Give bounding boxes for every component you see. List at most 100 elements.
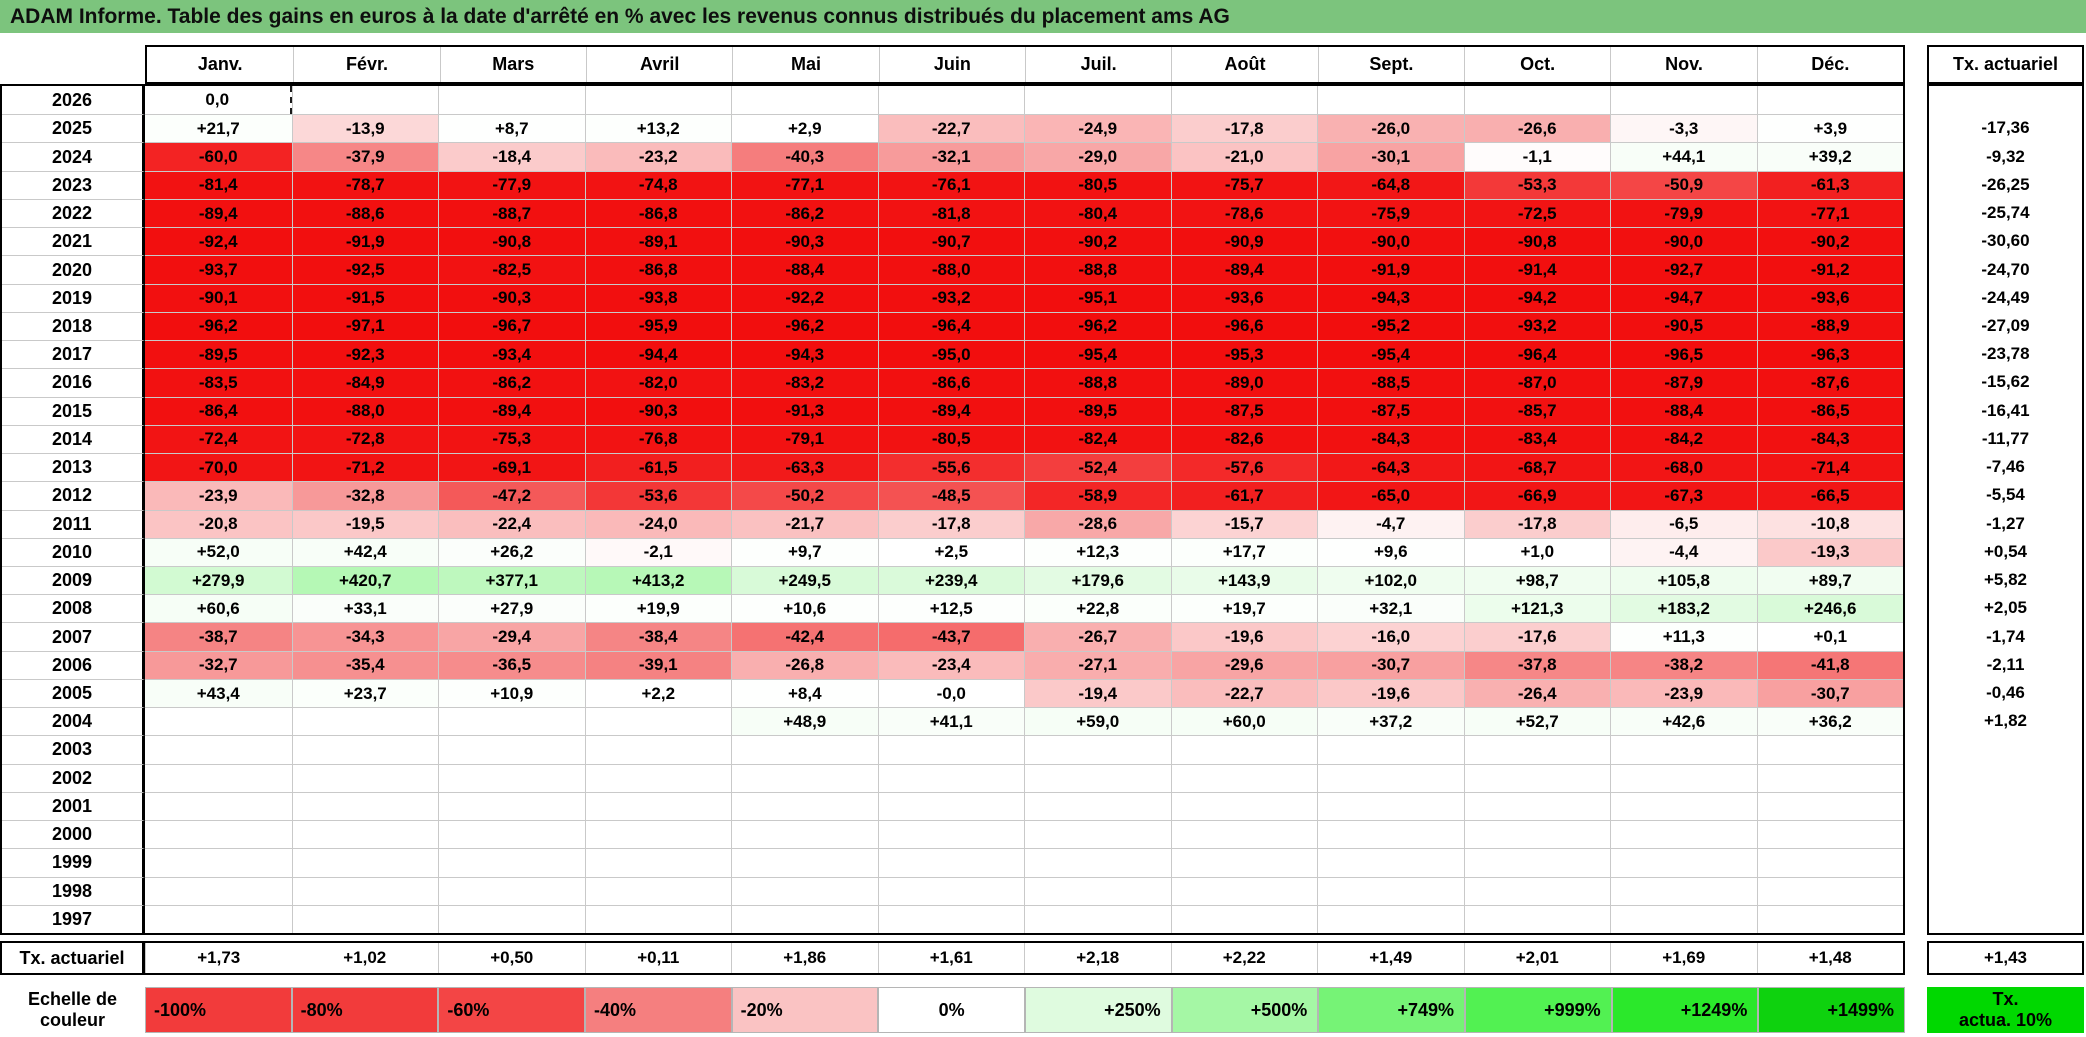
cell-2025-Sept[interactable]: -26,0 [1317, 114, 1464, 143]
tx-actuariel-2022[interactable]: -25,74 [1981, 203, 2030, 223]
year-label-2014[interactable]: 2014 [2, 424, 145, 454]
cell-2015-Mars[interactable]: -89,4 [438, 396, 585, 425]
cell-2012-Juil[interactable]: -58,9 [1024, 481, 1171, 510]
cell-2017-Avril[interactable]: -94,4 [584, 340, 731, 369]
cell-2001-Août[interactable] [1170, 791, 1317, 821]
cell-2022-Oct[interactable]: -72,5 [1463, 198, 1610, 228]
cell-2023-Nov[interactable]: -50,9 [1610, 170, 1757, 199]
cell-2006-Mars[interactable]: -36,5 [438, 650, 585, 679]
cell-2019-Avril[interactable]: -93,8 [584, 283, 731, 312]
cell-2025-Févr[interactable]: -13,9 [291, 114, 438, 143]
cell-2007-Févr[interactable]: -34,3 [291, 622, 438, 651]
cell-2020-Juin[interactable]: -88,0 [877, 255, 1024, 284]
cell-2022-Sept[interactable]: -75,9 [1317, 198, 1464, 228]
tx-actuariel-2018[interactable]: -27,09 [1981, 315, 2030, 335]
tx-actuariel-2001[interactable] [1929, 792, 2082, 820]
cell-2011-Mai[interactable]: -21,7 [731, 509, 878, 538]
year-label-1999[interactable]: 1999 [2, 848, 145, 877]
cell-1997-Déc[interactable] [1756, 904, 1903, 933]
cell-2007-Janv[interactable]: -38,7 [145, 622, 292, 651]
cell-2003-Juin[interactable] [877, 735, 1024, 764]
column-header-Oct[interactable]: Oct. [1463, 47, 1610, 82]
cell-2014-Oct[interactable]: -83,4 [1463, 424, 1610, 454]
footer-tx-actuariel-value[interactable]: +1,43 [1927, 941, 2084, 975]
cell-2002-Juin[interactable] [877, 763, 1024, 792]
cell-2025-Juin[interactable]: -22,7 [877, 114, 1024, 143]
cell-2019-Déc[interactable]: -93,6 [1756, 283, 1903, 312]
cell-2001-Mars[interactable] [438, 791, 585, 821]
year-label-2020[interactable]: 2020 [2, 255, 145, 284]
cell-1997-Juin[interactable] [877, 904, 1024, 933]
cell-2005-Avril[interactable]: +2,2 [584, 678, 731, 708]
cell-2015-Juin[interactable]: -89,4 [877, 396, 1024, 425]
cell-2004-Mars[interactable] [438, 707, 585, 736]
cell-2024-Mai[interactable]: -40,3 [731, 142, 878, 171]
cell-2020-Avril[interactable]: -86,8 [584, 255, 731, 284]
cell-2000-Déc[interactable] [1756, 820, 1903, 849]
cell-2022-Mars[interactable]: -88,7 [438, 198, 585, 228]
cell-2021-Déc[interactable]: -90,2 [1756, 227, 1903, 256]
cell-2020-Mai[interactable]: -88,4 [731, 255, 878, 284]
cell-2020-Nov[interactable]: -92,7 [1610, 255, 1757, 284]
cell-2017-Juil[interactable]: -95,4 [1024, 340, 1171, 369]
cell-2009-Juil[interactable]: +179,6 [1024, 565, 1171, 595]
cell-2002-Oct[interactable] [1463, 763, 1610, 792]
cell-2003-Sept[interactable] [1317, 735, 1464, 764]
cell-2005-Juil[interactable]: -19,4 [1024, 678, 1171, 708]
cell-2007-Oct[interactable]: -17,6 [1463, 622, 1610, 651]
cell-2024-Avril[interactable]: -23,2 [584, 142, 731, 171]
cell-2011-Nov[interactable]: -6,5 [1610, 509, 1757, 538]
cell-2015-Févr[interactable]: -88,0 [291, 396, 438, 425]
cell-2010-Nov[interactable]: -4,4 [1610, 537, 1757, 566]
cell-2020-Oct[interactable]: -91,4 [1463, 255, 1610, 284]
cell-2024-Août[interactable]: -21,0 [1170, 142, 1317, 171]
cell-2020-Janv[interactable]: -93,7 [145, 255, 292, 284]
cell-2019-Juin[interactable]: -93,2 [877, 283, 1024, 312]
cell-1997-Avril[interactable] [584, 904, 731, 933]
cell-2026-Mai[interactable] [731, 86, 878, 115]
tx-actuariel-2020[interactable]: -24,70 [1981, 259, 2030, 279]
cell-2011-Juil[interactable]: -28,6 [1024, 509, 1171, 538]
year-label-2003[interactable]: 2003 [2, 735, 145, 764]
cell-1998-Mai[interactable] [731, 876, 878, 905]
cell-2025-Mars[interactable]: +8,7 [438, 114, 585, 143]
tx-actuariel-2010[interactable]: +0,54 [1983, 541, 2027, 561]
cell-2010-Août[interactable]: +17,7 [1170, 537, 1317, 566]
cell-2012-Avril[interactable]: -53,6 [584, 481, 731, 510]
cell-2023-Févr[interactable]: -78,7 [291, 170, 438, 199]
cell-2001-Juil[interactable] [1024, 791, 1171, 821]
cell-2012-Août[interactable]: -61,7 [1170, 481, 1317, 510]
year-label-2026[interactable]: 2026 [2, 86, 145, 115]
cell-1997-Mai[interactable] [731, 904, 878, 933]
cell-2000-Sept[interactable] [1317, 820, 1464, 849]
cell-1998-Avril[interactable] [584, 876, 731, 905]
cell-2023-Août[interactable]: -75,7 [1170, 170, 1317, 199]
cell-2003-Mars[interactable] [438, 735, 585, 764]
cell-2014-Juil[interactable]: -82,4 [1024, 424, 1171, 454]
cell-2016-Déc[interactable]: -87,6 [1756, 368, 1903, 397]
cell-2023-Janv[interactable]: -81,4 [145, 170, 292, 199]
cell-2024-Juin[interactable]: -32,1 [877, 142, 1024, 171]
cell-1999-Sept[interactable] [1317, 848, 1464, 877]
cell-2010-Juin[interactable]: +2,5 [877, 537, 1024, 566]
cell-2002-Août[interactable] [1170, 763, 1317, 792]
cell-1997-Oct[interactable] [1463, 904, 1610, 933]
cell-2014-Févr[interactable]: -72,8 [291, 424, 438, 454]
year-label-2000[interactable]: 2000 [2, 820, 145, 849]
year-label-1998[interactable]: 1998 [2, 876, 145, 905]
cell-2024-Déc[interactable]: +39,2 [1756, 142, 1903, 171]
cell-2014-Mars[interactable]: -75,3 [438, 424, 585, 454]
cell-2015-Déc[interactable]: -86,5 [1756, 396, 1903, 425]
footer-tx-Mars[interactable]: +0,50 [438, 943, 585, 973]
cell-2008-Avril[interactable]: +19,9 [584, 594, 731, 623]
cell-2023-Juil[interactable]: -80,5 [1024, 170, 1171, 199]
cell-2001-Nov[interactable] [1610, 791, 1757, 821]
cell-2015-Nov[interactable]: -88,4 [1610, 396, 1757, 425]
footer-tx-Juil[interactable]: +2,18 [1024, 943, 1171, 973]
cell-2024-Janv[interactable]: -60,0 [145, 142, 292, 171]
cell-2020-Juil[interactable]: -88,8 [1024, 255, 1171, 284]
cell-2013-Déc[interactable]: -71,4 [1756, 453, 1903, 482]
tx-actuariel-2004[interactable]: +1,82 [1983, 711, 2027, 731]
cell-2006-Avril[interactable]: -39,1 [584, 650, 731, 679]
cell-2019-Janv[interactable]: -90,1 [145, 283, 292, 312]
